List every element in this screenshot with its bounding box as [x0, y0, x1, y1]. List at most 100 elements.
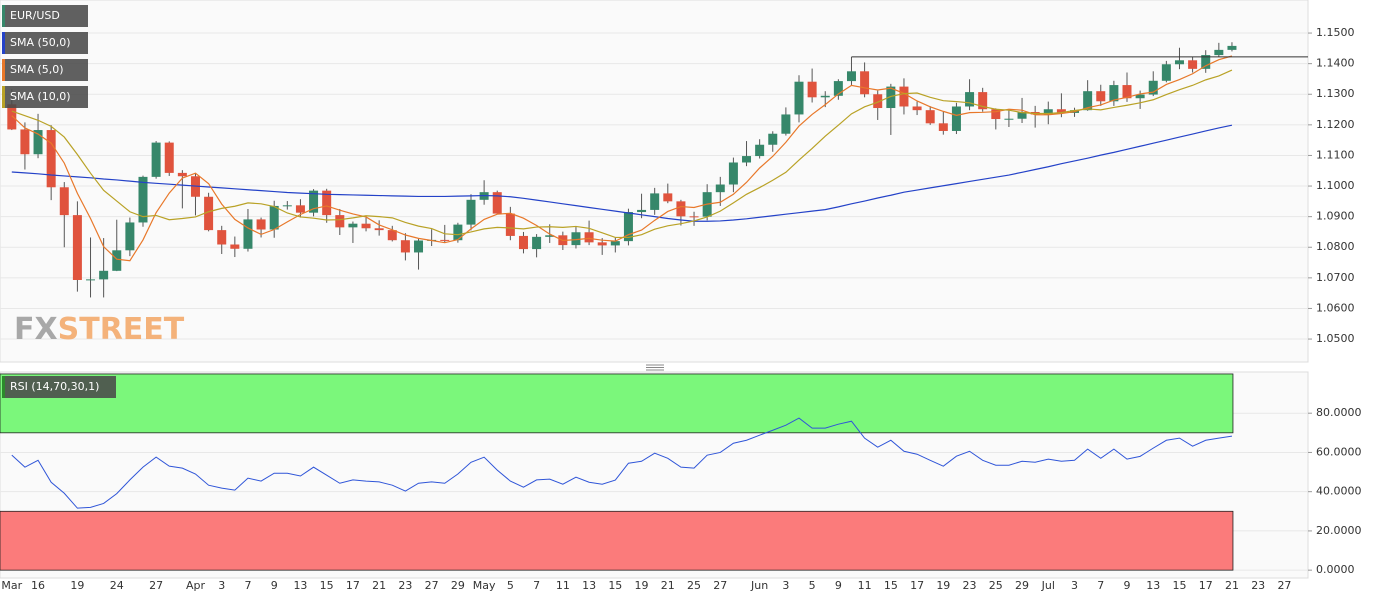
x-tick-label: 27	[425, 579, 439, 592]
candle-body	[873, 94, 883, 109]
candle-body	[663, 193, 673, 202]
legend-label: EUR/USD	[10, 9, 60, 22]
candle-body	[518, 235, 528, 250]
y-tick-label: 1.1400	[1316, 57, 1355, 70]
candle-body	[650, 193, 660, 210]
legend: EUR/USD SMA (50,0) SMA (5,0) SMA (10,0) RSI …	[2, 5, 116, 398]
candle-body	[938, 123, 948, 131]
candle-body	[1214, 49, 1224, 56]
candle-body	[466, 199, 476, 225]
legend-swatch	[2, 5, 5, 27]
candle-body	[46, 130, 56, 188]
candle-body	[7, 104, 17, 130]
x-tick-label: 13	[582, 579, 596, 592]
candle-body	[676, 201, 686, 217]
x-tick-label: 19	[635, 579, 649, 592]
candle-body	[138, 176, 148, 223]
y-tick-label: 40.0000	[1316, 485, 1362, 498]
candle-body	[335, 215, 345, 228]
candle-body	[965, 92, 975, 107]
legend-swatch	[2, 86, 5, 108]
candle-body	[1122, 85, 1132, 99]
y-tick-label: 1.0500	[1316, 332, 1355, 345]
candle-body	[689, 216, 699, 218]
legend-label: SMA (50,0)	[10, 36, 71, 49]
legend-item[interactable]: EUR/USD	[2, 5, 88, 27]
x-tick-label: 27	[713, 579, 727, 592]
rsi-band	[0, 373, 1234, 434]
candle-body	[256, 219, 266, 230]
candle-body	[86, 279, 96, 281]
x-tick-label: 7	[533, 579, 540, 592]
candle-body	[1096, 91, 1106, 102]
candle-body	[59, 187, 69, 216]
y-tick-label: 1.1500	[1316, 26, 1355, 39]
candle-body	[728, 162, 738, 185]
candle-body	[1161, 64, 1171, 81]
candle-body	[545, 235, 555, 237]
watermark: FXSTREET	[14, 312, 185, 347]
candle-body	[1227, 45, 1237, 50]
y-tick-label: 1.1300	[1316, 87, 1355, 100]
candle-body	[610, 241, 620, 246]
candle-body	[1056, 109, 1066, 113]
watermark-right: STREET	[58, 312, 185, 347]
candle-body	[951, 106, 961, 131]
candle-body	[151, 142, 161, 177]
candle-body	[243, 219, 253, 249]
candle-body	[899, 86, 909, 107]
candle-body	[1201, 55, 1211, 69]
candle-body	[374, 228, 384, 231]
legend-item[interactable]: SMA (50,0)	[2, 32, 88, 54]
x-tick-label: 9	[1124, 579, 1131, 592]
legend-swatch	[2, 32, 5, 54]
candle-body	[978, 92, 988, 110]
x-tick-label: 3	[1071, 579, 1078, 592]
candle-body	[584, 232, 594, 243]
candle-body	[269, 205, 279, 230]
candle-body	[1083, 91, 1093, 111]
price-panel	[0, 0, 1309, 363]
x-tick-label: 11	[858, 579, 872, 592]
legend-item[interactable]: SMA (5,0)	[2, 59, 88, 81]
candle-body	[820, 95, 830, 98]
candle-body	[177, 172, 187, 177]
x-tick-label: 3	[782, 579, 789, 592]
legend-item[interactable]: SMA (10,0)	[2, 86, 88, 108]
x-tick-label: 29	[1015, 579, 1029, 592]
legend-label: SMA (5,0)	[10, 63, 64, 76]
candle-body	[1043, 109, 1053, 115]
rsi-band	[0, 510, 1234, 571]
candle-body	[322, 190, 332, 216]
x-tick-label: 21	[661, 579, 675, 592]
candle-body	[833, 81, 843, 96]
candle-body	[453, 224, 463, 241]
sma-line	[11, 69, 1233, 239]
y-tick-label: 1.0600	[1316, 301, 1355, 314]
legend-item[interactable]: RSI (14,70,30,1)	[2, 376, 116, 398]
y-tick-label: 1.0900	[1316, 210, 1355, 223]
candle-body	[217, 230, 227, 245]
x-tick-label: 3	[218, 579, 225, 592]
candle-body	[1004, 118, 1014, 120]
legend-label: SMA (10,0)	[10, 90, 71, 103]
x-tick-label: 24	[110, 579, 124, 592]
x-tick-label: 19	[70, 579, 84, 592]
candle-body	[755, 144, 765, 157]
candle-body	[309, 190, 319, 213]
candle-body	[637, 209, 647, 213]
candle-body	[860, 71, 870, 95]
panel-resize-handle[interactable]	[646, 364, 664, 371]
x-tick-label: 15	[884, 579, 898, 592]
candle-body	[125, 222, 135, 251]
sma-line	[11, 124, 1233, 222]
candle-body	[112, 250, 122, 271]
candle-body	[440, 239, 450, 241]
x-tick-label: 15	[320, 579, 334, 592]
rsi-line	[11, 417, 1233, 509]
y-tick-label: 1.1100	[1316, 148, 1355, 161]
candle-body	[204, 196, 214, 231]
x-tick-label: 13	[293, 579, 307, 592]
candle-body	[991, 109, 1001, 120]
